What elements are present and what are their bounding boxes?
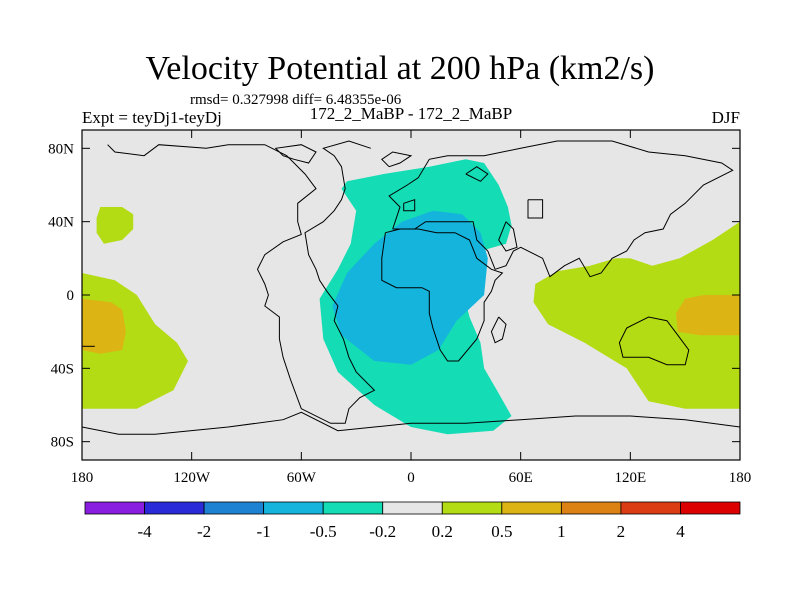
colorbar-label: 4 bbox=[676, 522, 685, 541]
season-label: DJF bbox=[711, 108, 740, 127]
y-tick-label: 40S bbox=[51, 361, 74, 377]
y-tick-label: 80S bbox=[51, 435, 74, 451]
x-tick-label: 60W bbox=[287, 470, 317, 486]
x-tick-label: 180 bbox=[71, 470, 94, 486]
x-tick-label: 60E bbox=[509, 470, 533, 486]
x-tick-label: 180 bbox=[729, 470, 752, 486]
y-tick-label: 0 bbox=[67, 288, 75, 304]
coastline-9 bbox=[527, 199, 544, 219]
colorbar-swatch bbox=[620, 501, 681, 515]
colorbar-swatch bbox=[680, 501, 741, 515]
x-tick-label: 120W bbox=[173, 470, 211, 486]
coastline-3 bbox=[274, 144, 317, 164]
colorbar-label: -1 bbox=[257, 522, 271, 541]
x-tick-label: 0 bbox=[407, 470, 415, 486]
coastline-6 bbox=[381, 228, 504, 362]
coastline-5 bbox=[388, 140, 734, 278]
coastline-7 bbox=[490, 316, 507, 344]
case-label: 172_2_MaBP - 172_2_MaBP bbox=[309, 104, 513, 123]
colorbar-swatch bbox=[501, 501, 562, 515]
colorbar-swatch bbox=[84, 501, 145, 515]
colorbar-swatch bbox=[322, 501, 384, 515]
stats-label: rmsd= 0.327998 diff= 6.48355e-06 bbox=[190, 92, 402, 108]
colorbar-label: -2 bbox=[197, 522, 211, 541]
colorbar-label: 2 bbox=[617, 522, 626, 541]
chart-title: Velocity Potential at 200 hPa (km2/s) bbox=[145, 50, 655, 87]
colorbar-label: -0.5 bbox=[310, 522, 337, 541]
y-tick-label: 40N bbox=[48, 215, 74, 231]
contour-region-positive-0.2-0.5-north-pacific bbox=[96, 207, 134, 244]
y-tick-label: 80N bbox=[48, 141, 74, 157]
colorbar-swatch bbox=[144, 501, 205, 515]
x-tick-label: 120E bbox=[614, 470, 646, 486]
coastline-8 bbox=[618, 316, 690, 366]
colorbar-swatch bbox=[560, 501, 622, 515]
colorbar-swatch bbox=[382, 501, 443, 515]
colorbar-label: 0.5 bbox=[491, 522, 512, 541]
coastline-4 bbox=[381, 151, 413, 168]
coastline-2 bbox=[107, 140, 376, 424]
colorbar-label: -4 bbox=[137, 522, 152, 541]
colorbar-swatch bbox=[263, 501, 324, 515]
colorbar-label: 1 bbox=[557, 522, 566, 541]
colorbar-swatch bbox=[441, 501, 503, 515]
experiment-label: Expt = teyDj1-teyDj bbox=[82, 108, 222, 127]
colorbar-label: -0.2 bbox=[369, 522, 396, 541]
coastline-12 bbox=[465, 166, 489, 182]
contour-region-positive-0.5-1-east bbox=[676, 295, 740, 336]
colorbar-swatch bbox=[203, 501, 265, 515]
contour-region-positive-0.5-1-west-pacific bbox=[82, 298, 126, 354]
coastline-13 bbox=[82, 411, 740, 435]
coastline-10 bbox=[498, 221, 518, 252]
coastline-11 bbox=[403, 199, 416, 212]
colorbar-label: 0.2 bbox=[432, 522, 453, 541]
